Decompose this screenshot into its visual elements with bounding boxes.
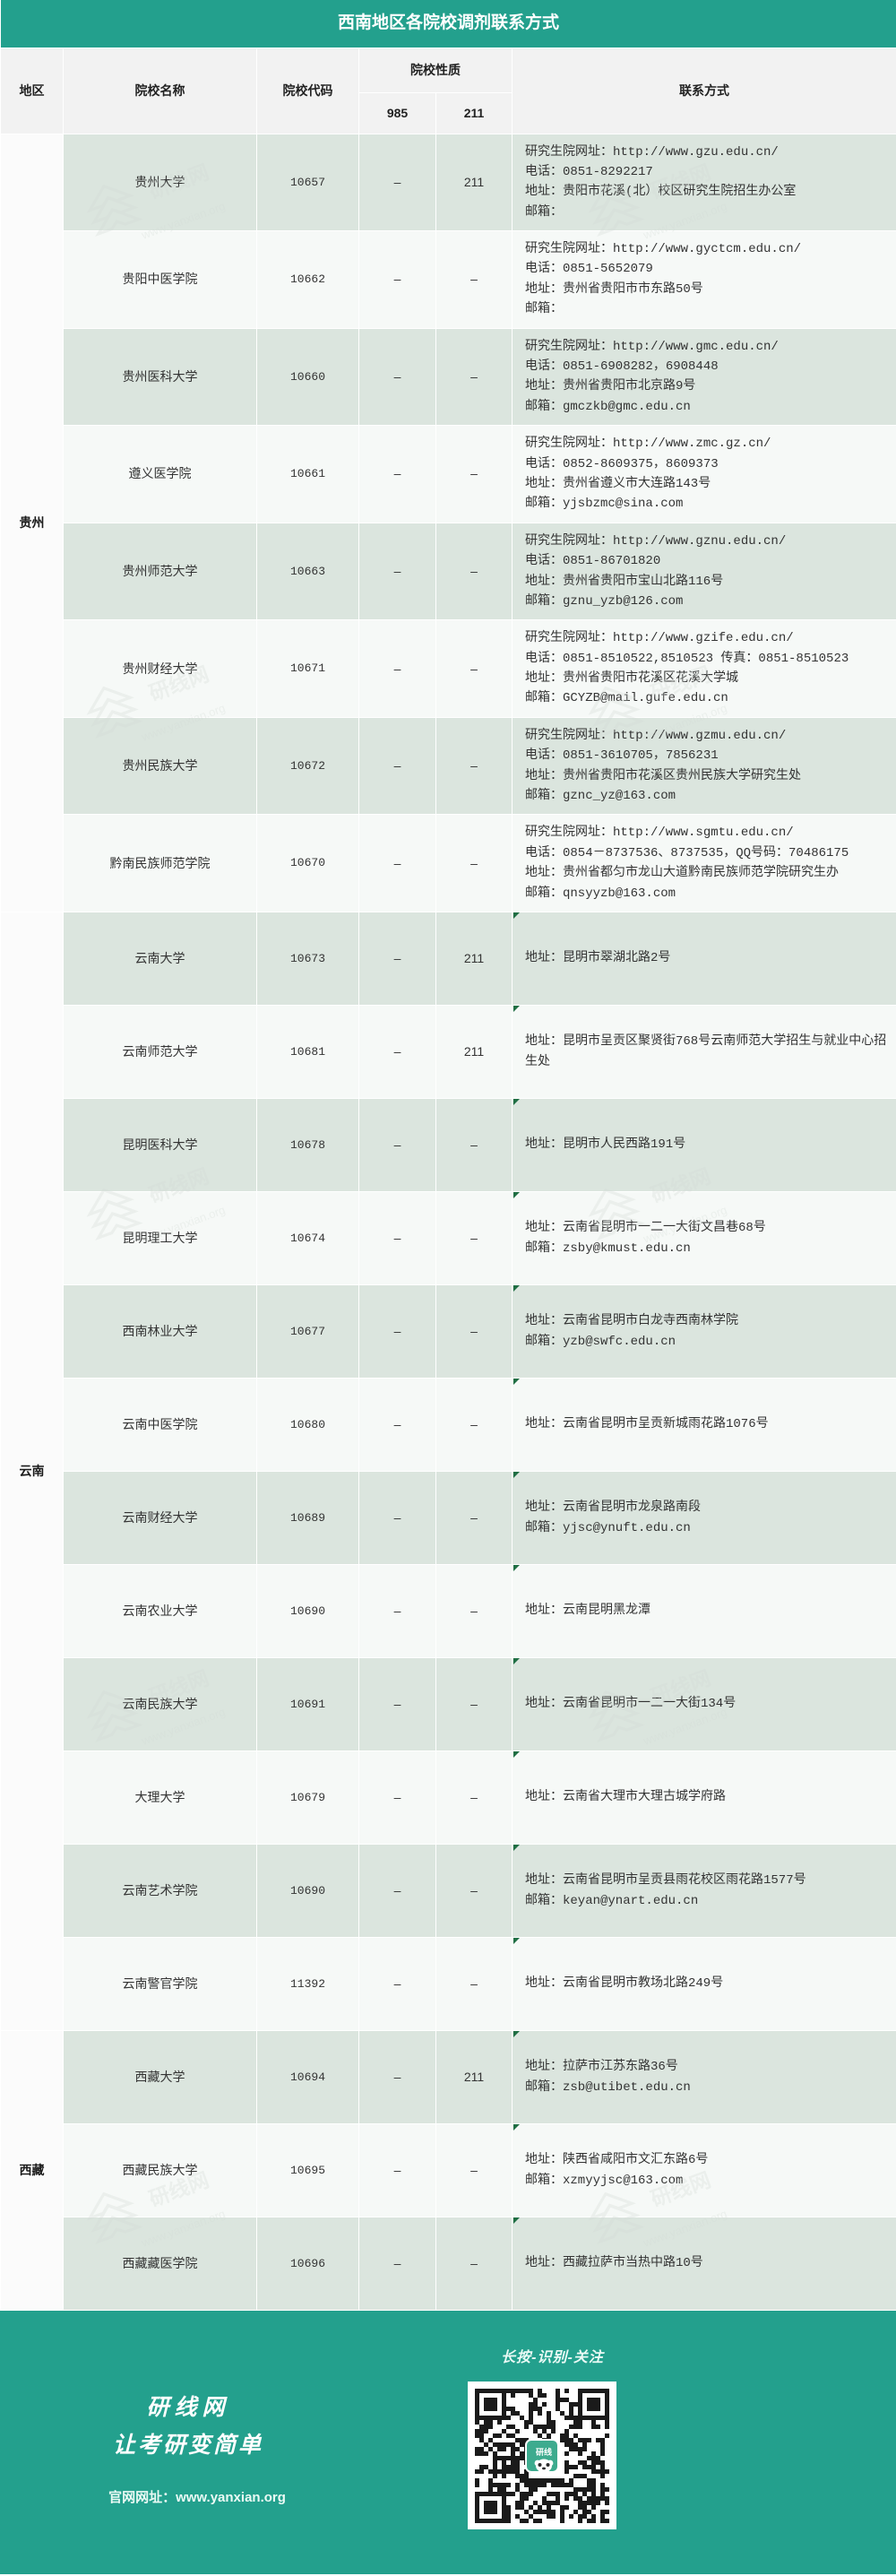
svg-text:研线: 研线 — [536, 2447, 552, 2457]
